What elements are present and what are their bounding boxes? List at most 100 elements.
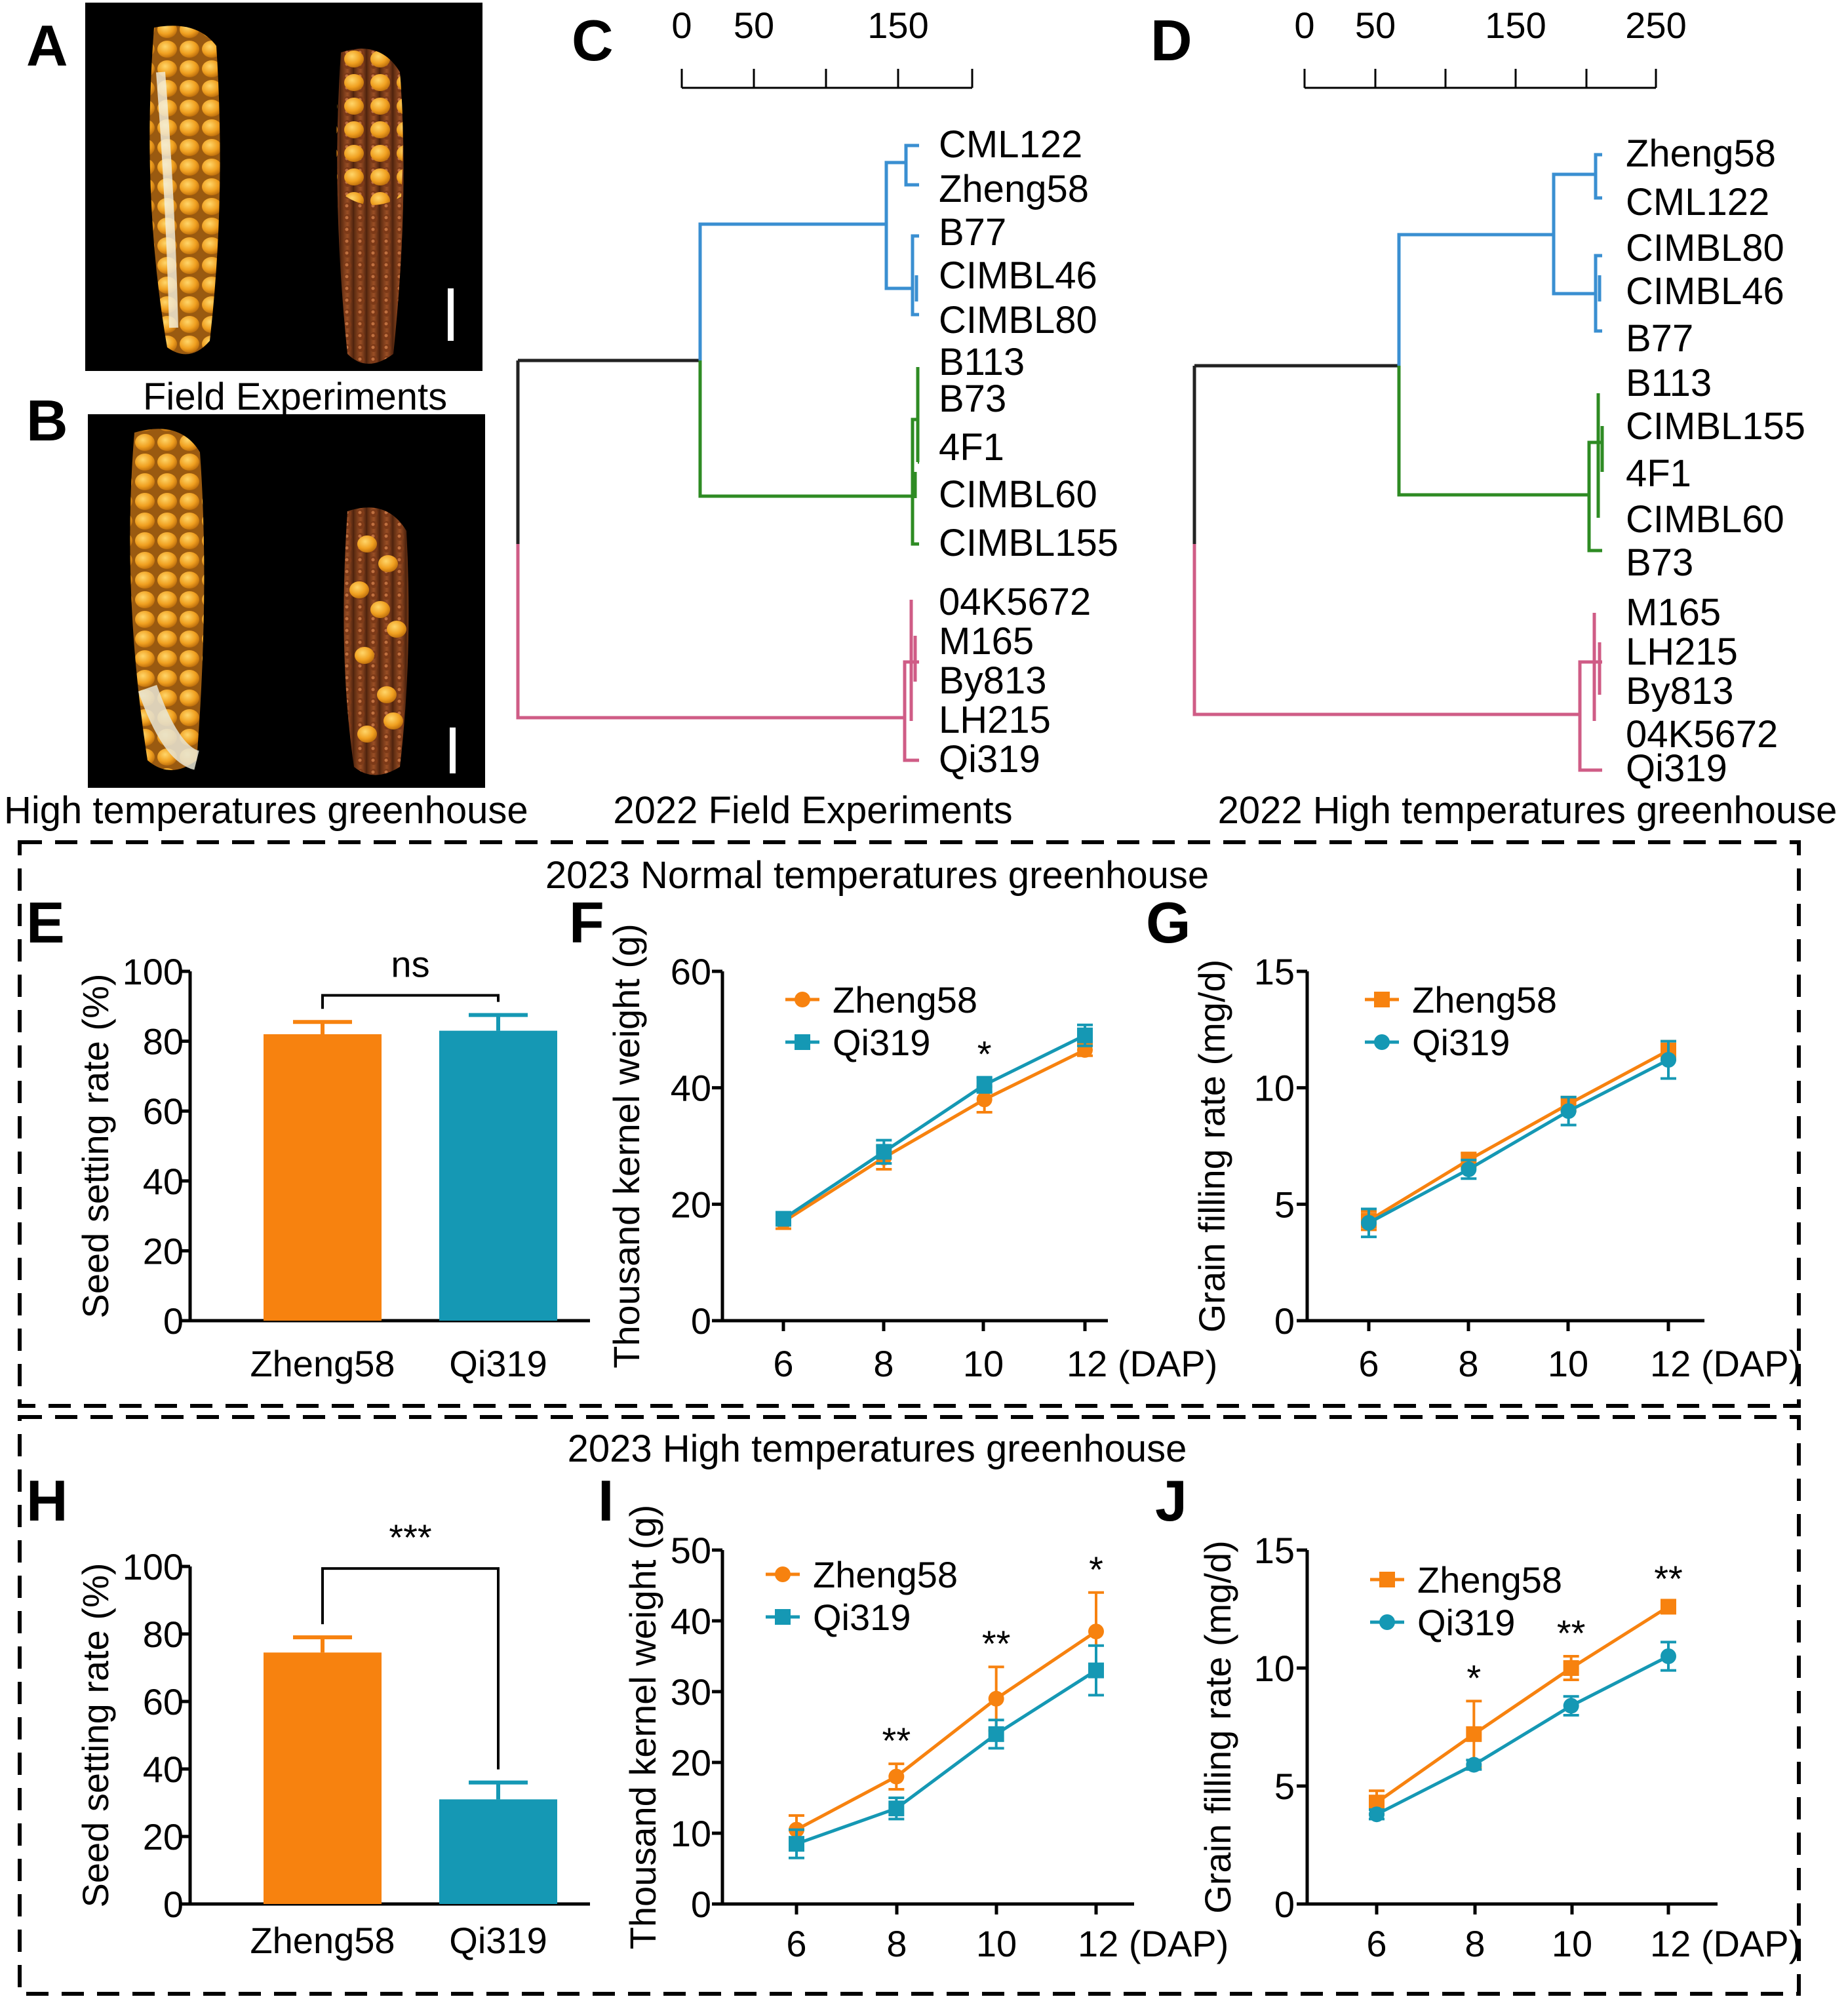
leaf-c-13: By813 xyxy=(939,659,1046,702)
bar-zheng58 xyxy=(264,1034,382,1321)
chart-E-y-tick-label: 0 xyxy=(163,1300,184,1342)
legend-label-qi319: Qi319 xyxy=(1412,1022,1510,1063)
chart-G-y-label: Grain filling rate (mg/d) xyxy=(1191,960,1232,1333)
chart-F-x-tick-label: 8 xyxy=(873,1343,894,1384)
chart-I-x-tick-label: 10 xyxy=(976,1923,1017,1964)
chart-G-x-tick-label: 12 (DAP) xyxy=(1650,1343,1801,1384)
chart-j: 0 5 10 15 Grain filling rate (mg/d) 6 8 10 12 (D… xyxy=(1197,1530,1801,1964)
chart-I-x-tick-label: 8 xyxy=(886,1923,907,1964)
data-point-qi319 xyxy=(789,1836,804,1852)
data-point-zheng58 xyxy=(988,1690,1004,1707)
data-point-qi319 xyxy=(1369,1806,1385,1823)
leaf-d-11: M165 xyxy=(1626,591,1721,634)
chart-F-y-tick-label: 60 xyxy=(671,951,711,992)
scale-d-tick-250: 250 xyxy=(1625,5,1686,46)
leaf-d-3: CIMBL80 xyxy=(1626,227,1784,269)
leaf-d-1: Zheng58 xyxy=(1626,132,1776,175)
chart-I-x-tick-label: 12 (DAP) xyxy=(1078,1923,1229,1964)
scale-c-tick-0: 0 xyxy=(671,5,692,46)
caption-field: Field Experiments xyxy=(143,376,447,418)
tree-d xyxy=(1192,153,1604,772)
chart-I-y-tick-label: 0 xyxy=(691,1884,711,1925)
data-point-qi319 xyxy=(888,1800,905,1817)
chart-F-y-tick-label: 0 xyxy=(691,1300,711,1342)
error-bar-qi319 xyxy=(469,1780,528,1800)
chart-I-y-tick-label: 20 xyxy=(671,1742,711,1783)
leaf-d-12: LH215 xyxy=(1626,631,1738,673)
category-label-qi319: Qi319 xyxy=(449,1920,547,1961)
data-point-qi319 xyxy=(1563,1698,1579,1714)
bar-qi319 xyxy=(439,1030,557,1321)
data-point-zheng58 xyxy=(1563,1660,1579,1676)
scale-c: 0 50 150 xyxy=(671,5,973,89)
significance-label: *** xyxy=(389,1517,431,1558)
chart-g: 0 5 10 15 Grain filling rate (mg/d) 6 8 10 12 (D… xyxy=(1191,951,1801,1384)
significance-annotation: * xyxy=(1089,1549,1103,1590)
error-bar-zheng58 xyxy=(293,1635,352,1653)
error-bar-qi319 xyxy=(469,1013,528,1031)
chart-J-x-tick-label: 8 xyxy=(1465,1923,1485,1964)
chart-G-x-tick-label: 6 xyxy=(1358,1343,1379,1384)
chart-H-y-tick-label: 80 xyxy=(143,1614,184,1655)
chart-G-y-tick-label: 15 xyxy=(1254,951,1295,992)
chart-G-x-tick-label: 8 xyxy=(1458,1343,1478,1384)
chart-F-y-label: Thousand kernel weight (g) xyxy=(606,923,647,1369)
significance-label: ns xyxy=(391,944,429,985)
series-line-qi319 xyxy=(782,1034,1086,1220)
panel-label-i: I xyxy=(598,1468,614,1533)
scale-c-tick-50: 50 xyxy=(734,5,774,46)
data-point-qi319 xyxy=(1088,1662,1104,1679)
data-point-qi319 xyxy=(776,1211,791,1227)
chart-H-y-tick-label: 100 xyxy=(123,1546,184,1587)
ear-zheng58-greenhouse xyxy=(130,429,205,770)
chart-I-y-tick-label: 30 xyxy=(671,1671,711,1713)
data-point-zheng58 xyxy=(976,1091,993,1108)
chart-I-y-tick-label: 40 xyxy=(671,1601,711,1642)
scale-d-tick-0: 0 xyxy=(1294,5,1314,46)
legend-marker-qi319 xyxy=(1379,1614,1395,1630)
leaf-c-12: M165 xyxy=(939,620,1034,663)
chart-E-y-tick-label: 100 xyxy=(123,951,184,992)
legend-label-qi319: Qi319 xyxy=(1417,1602,1515,1643)
leaf-c-6: B113 xyxy=(939,341,1025,383)
legend-marker-zheng58 xyxy=(1379,1572,1395,1587)
significance-annotation: * xyxy=(977,1034,992,1075)
data-point-qi319 xyxy=(876,1144,892,1160)
significance-annotation: * xyxy=(1466,1657,1481,1698)
significance-bracket xyxy=(321,994,500,1009)
leaf-d-4: CIMBL46 xyxy=(1626,270,1784,313)
chart-F-y-tick-label: 40 xyxy=(671,1068,711,1109)
legend-marker-zheng58 xyxy=(775,1566,791,1582)
chart-H-y-tick-label: 20 xyxy=(143,1816,184,1857)
legend-marker-qi319 xyxy=(795,1034,810,1050)
category-label-qi319: Qi319 xyxy=(449,1343,547,1384)
legend-label-qi319: Qi319 xyxy=(813,1597,911,1638)
leaf-d-2: CML122 xyxy=(1626,181,1769,223)
leaf-d-15: Qi319 xyxy=(1626,747,1727,790)
chart-H-y-tick-label: 60 xyxy=(143,1681,184,1722)
chart-H-y-tick-label: 0 xyxy=(163,1884,184,1925)
data-point-qi319 xyxy=(988,1726,1004,1742)
leaf-d-7: CIMBL155 xyxy=(1626,405,1805,448)
leaf-c-11: 04K5672 xyxy=(939,581,1091,623)
legend-marker-qi319 xyxy=(775,1609,791,1625)
legend-label-zheng58: Zheng58 xyxy=(1412,979,1557,1020)
chart-I-y-tick-label: 50 xyxy=(671,1530,711,1571)
leaf-c-8: 4F1 xyxy=(939,426,1004,469)
photo-a-ears xyxy=(149,26,454,364)
leaf-c-5: CIMBL80 xyxy=(939,299,1097,341)
legend-label-zheng58: Zheng58 xyxy=(813,1554,958,1595)
data-point-zheng58 xyxy=(1088,1623,1104,1640)
data-point-qi319 xyxy=(1560,1103,1577,1119)
data-point-qi319 xyxy=(976,1077,993,1093)
ear-qi319-greenhouse xyxy=(344,507,409,775)
data-point-zheng58 xyxy=(888,1768,905,1785)
panel-label-h: H xyxy=(26,1468,68,1533)
leaf-d-9: CIMBL60 xyxy=(1626,498,1784,541)
data-point-zheng58 xyxy=(1661,1599,1676,1615)
leaf-c-2: Zheng58 xyxy=(939,168,1089,210)
leaf-d-8: 4F1 xyxy=(1626,452,1691,495)
